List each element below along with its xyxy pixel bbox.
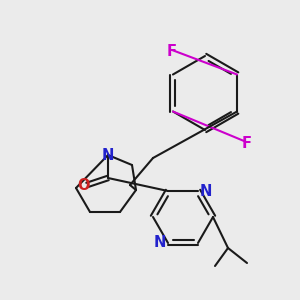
Text: N: N — [102, 148, 114, 163]
Text: N: N — [154, 236, 166, 250]
Text: F: F — [242, 136, 252, 151]
Text: O: O — [77, 178, 89, 193]
Text: N: N — [200, 184, 212, 199]
Text: F: F — [167, 44, 177, 59]
